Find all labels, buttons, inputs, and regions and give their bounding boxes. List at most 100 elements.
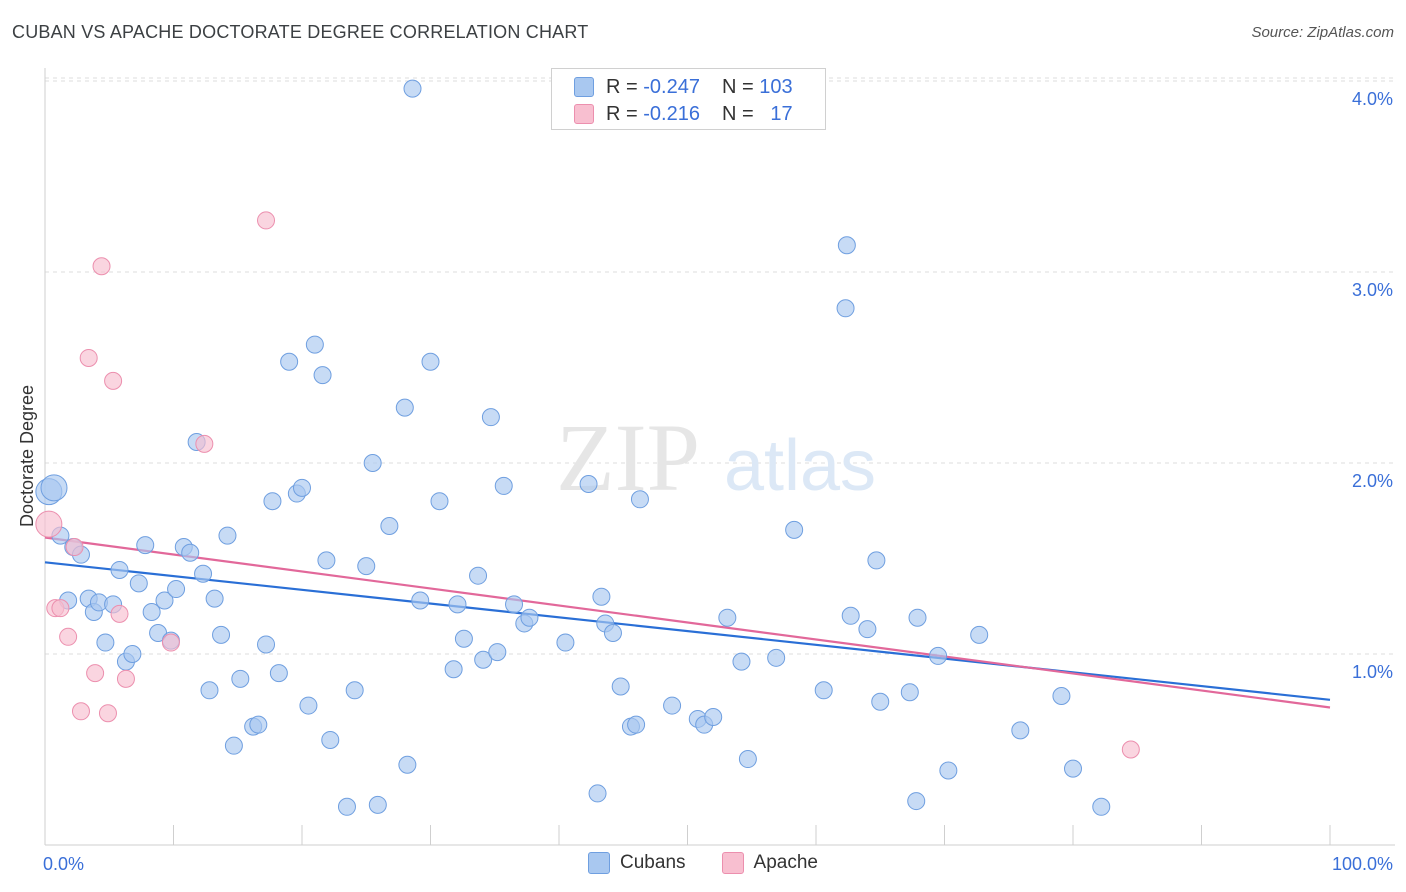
cubans-point bbox=[970, 625, 989, 644]
cubans-swatch bbox=[588, 852, 611, 874]
cubans-point bbox=[704, 708, 723, 727]
cubans-point bbox=[939, 761, 958, 780]
cubans-point bbox=[96, 633, 115, 652]
cubans-point bbox=[481, 408, 500, 427]
cubans-point bbox=[1064, 759, 1082, 778]
chart-title: CUBAN VS APACHE DOCTORATE DEGREE CORRELA… bbox=[12, 22, 589, 42]
y-tick-label: 1.0% bbox=[1352, 662, 1393, 682]
r-label: R = bbox=[606, 75, 638, 98]
legend-label: Cubans bbox=[620, 852, 686, 873]
cubans-point bbox=[556, 633, 575, 652]
apache-point bbox=[110, 604, 129, 623]
cubans-point bbox=[403, 79, 422, 98]
cubans-point bbox=[363, 454, 382, 472]
apache-point bbox=[116, 669, 135, 688]
cubans-point bbox=[205, 589, 224, 608]
cubans-point bbox=[900, 683, 919, 702]
cubans-point bbox=[317, 551, 336, 570]
cubans-point bbox=[368, 795, 387, 814]
apache-point bbox=[195, 434, 214, 453]
apache-point bbox=[59, 627, 78, 646]
cubans-point bbox=[836, 299, 855, 318]
cubans-point bbox=[398, 755, 417, 774]
legend-label: Apache bbox=[753, 852, 818, 873]
apache-point bbox=[51, 599, 70, 618]
n-value: 103 bbox=[759, 75, 793, 98]
cubans-point bbox=[313, 366, 332, 385]
cubans-point bbox=[841, 606, 860, 625]
cubans-point bbox=[871, 692, 890, 711]
cubans-point bbox=[269, 664, 288, 683]
apache-swatch bbox=[721, 852, 744, 874]
watermark-atlas: atlas bbox=[724, 426, 876, 506]
cubans-point bbox=[630, 490, 649, 509]
cubans-point bbox=[1052, 687, 1071, 706]
point-layer bbox=[35, 79, 1140, 816]
cubans-point bbox=[395, 398, 414, 417]
cubans-point bbox=[579, 475, 598, 494]
cubans-point bbox=[155, 591, 174, 610]
cubans-point bbox=[858, 620, 877, 639]
apache-point bbox=[257, 211, 276, 230]
cubans-point bbox=[345, 681, 364, 700]
cubans-point bbox=[767, 648, 786, 667]
cubans-point bbox=[299, 696, 318, 715]
cubans-point bbox=[263, 492, 282, 511]
apache-point bbox=[71, 702, 90, 721]
cubans-point bbox=[257, 635, 276, 654]
cubans-point bbox=[110, 560, 129, 579]
cubans-point bbox=[488, 643, 507, 662]
cubans-point bbox=[293, 478, 311, 497]
grid-layer bbox=[45, 77, 1395, 655]
x-tick-label: 100.0% bbox=[1332, 854, 1393, 874]
cubans-point bbox=[732, 652, 751, 671]
cubans-point bbox=[592, 587, 611, 606]
cubans-point bbox=[421, 352, 440, 371]
r-value: -0.247 bbox=[643, 75, 700, 98]
legend-item-apache[interactable]: Apache bbox=[721, 852, 818, 874]
legend-row-apache: R = -0.216 N = 17 bbox=[574, 102, 793, 126]
cubans-point bbox=[337, 797, 356, 816]
cubans-point bbox=[814, 681, 833, 700]
cubans-point bbox=[249, 715, 268, 734]
cubans-point bbox=[321, 730, 340, 749]
cubans-point bbox=[218, 526, 237, 545]
axis-layer: 1.0% 2.0% 3.0% 4.0% 0.0% 100.0% bbox=[43, 68, 1395, 874]
r-value: -0.216 bbox=[643, 102, 700, 125]
n-label: N = bbox=[721, 102, 754, 125]
correlation-legend: R = -0.247 N = 103 R = -0.216 N = 17 bbox=[551, 68, 826, 130]
n-value: 17 bbox=[770, 102, 793, 125]
cubans-point bbox=[224, 736, 243, 755]
cubans-point bbox=[718, 608, 737, 627]
cubans-point bbox=[520, 608, 539, 627]
cubans-point bbox=[837, 236, 856, 255]
series-legend: Cubans Apache bbox=[0, 852, 1406, 874]
y-tick-label: 2.0% bbox=[1352, 471, 1393, 491]
cubans-point bbox=[136, 536, 155, 555]
legend-row-cubans: R = -0.247 N = 103 bbox=[574, 75, 793, 99]
cubans-point bbox=[505, 595, 524, 614]
y-tick-label: 4.0% bbox=[1352, 89, 1393, 109]
apache-point bbox=[35, 510, 63, 538]
cubans-point bbox=[123, 645, 142, 663]
cubans-point bbox=[231, 669, 250, 688]
cubans-point bbox=[474, 650, 493, 669]
cubans-point bbox=[181, 543, 200, 562]
cubans-point bbox=[785, 520, 804, 539]
legend-item-cubans[interactable]: Cubans bbox=[588, 852, 686, 874]
cubans-point bbox=[444, 660, 463, 679]
cubans-point bbox=[212, 625, 231, 644]
trend-layer bbox=[44, 536, 1331, 709]
cubans-point bbox=[357, 557, 376, 576]
cubans-point bbox=[867, 551, 886, 570]
apache-point bbox=[86, 664, 105, 683]
apache-trend-line bbox=[44, 536, 1331, 709]
apache-point bbox=[1121, 740, 1140, 759]
cubans-point bbox=[1092, 797, 1111, 816]
apache-swatch bbox=[574, 104, 594, 124]
cubans-point bbox=[907, 792, 926, 811]
cubans-point bbox=[611, 677, 630, 696]
apache-point bbox=[65, 538, 84, 557]
y-axis-label: Doctorate Degree bbox=[17, 385, 37, 527]
